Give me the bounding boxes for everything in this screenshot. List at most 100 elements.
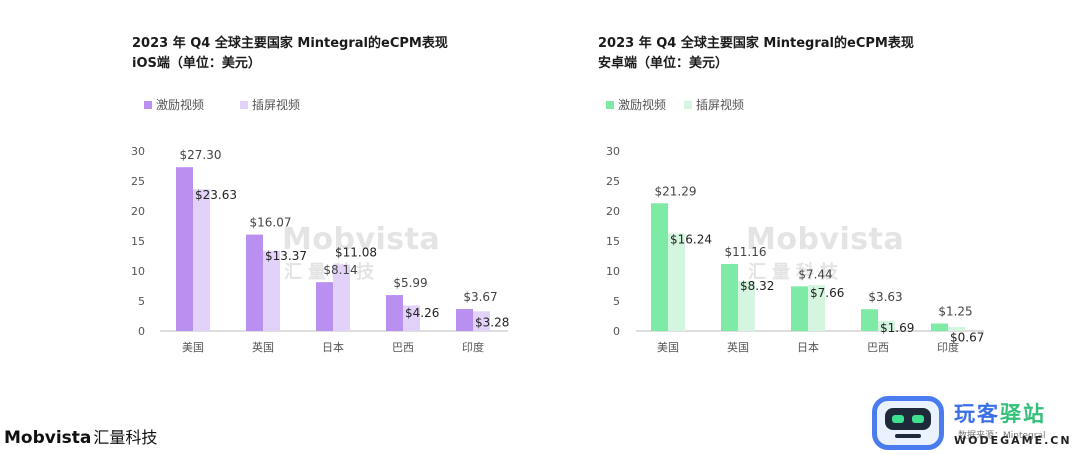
chart-title: 2023 年 Q4 全球主要国家 Mintegral的eCPM表现 xyxy=(132,36,448,51)
data-label: $4.26 xyxy=(405,306,439,320)
data-label: $21.29 xyxy=(655,184,697,198)
bar-interstitial xyxy=(263,250,280,331)
watermark-brand: Mobvista xyxy=(746,222,905,257)
chart-title: 2023 年 Q4 全球主要国家 Mintegral的eCPM表现 xyxy=(598,36,914,51)
x-tick-label: 巴西 xyxy=(392,341,414,354)
chart-subtitle: iOS端（单位：美元） xyxy=(132,56,261,71)
y-tick-label: 20 xyxy=(606,205,620,218)
robot-icon xyxy=(872,396,944,450)
x-tick-label: 英国 xyxy=(727,340,749,354)
x-tick-label: 英国 xyxy=(252,340,274,354)
bar-rewarded xyxy=(861,309,878,331)
bar-interstitial xyxy=(668,233,685,331)
legend-label: 激励视频 xyxy=(618,98,667,112)
data-label: $1.69 xyxy=(880,321,914,335)
y-tick-label: 30 xyxy=(131,145,145,158)
data-label: $23.63 xyxy=(195,188,237,202)
watermark-sub: 汇量科技 xyxy=(284,262,380,283)
brand-name-en: WODEGAME.CN xyxy=(954,434,1072,447)
data-label: $1.25 xyxy=(938,305,972,319)
data-label: $8.32 xyxy=(740,279,774,293)
legend-item-rewarded: 激励视频 xyxy=(606,96,666,113)
data-label: $7.44 xyxy=(798,267,832,281)
bar-interstitial xyxy=(808,285,825,331)
y-tick-label: 5 xyxy=(138,295,145,308)
legend-swatch xyxy=(144,101,152,109)
y-tick-label: 25 xyxy=(131,175,145,188)
chart-panel-android: 2023 年 Q4 全球主要国家 Mintegral的eCPM表现 安卓端（单位… xyxy=(540,0,1060,400)
logo-sub: 汇量科技 xyxy=(93,428,158,447)
y-tick-label: 20 xyxy=(131,205,145,218)
chart-panel-ios: 2023 年 Q4 全球主要国家 Mintegral的eCPM表现 iOS端（单… xyxy=(0,0,520,400)
robot-screen xyxy=(885,408,931,430)
data-label: $16.07 xyxy=(250,216,292,230)
y-tick-label: 10 xyxy=(131,265,145,278)
bar-interstitial xyxy=(193,189,210,331)
y-tick-label: 25 xyxy=(606,175,620,188)
legend-item-rewarded: 激励视频 xyxy=(144,96,204,113)
bar-rewarded xyxy=(651,203,668,331)
brand-name-cn: 玩客驿站 xyxy=(954,398,1046,428)
x-tick-label: 美国 xyxy=(657,341,679,354)
mobvista-logo: Mobvista 汇量科技 xyxy=(4,424,157,448)
bar-rewarded xyxy=(721,264,738,331)
x-tick-label: 日本 xyxy=(322,340,344,354)
bar-rewarded xyxy=(386,295,403,331)
legend-label: 激励视频 xyxy=(156,98,205,112)
x-tick-label: 印度 xyxy=(937,340,959,354)
y-tick-label: 30 xyxy=(606,145,620,158)
bar-interstitial xyxy=(948,326,965,331)
data-label: $5.99 xyxy=(393,276,427,290)
y-tick-label: 0 xyxy=(138,325,145,338)
brand-cn-part2: 驿站 xyxy=(1000,402,1046,426)
bar-rewarded xyxy=(246,234,263,331)
y-tick-label: 5 xyxy=(613,295,620,308)
bar-chart-android: 0 5 10 15 20 25 30 美国 $21.29 $16.24 英国 $11.16 $8.32 日… xyxy=(606,145,984,354)
legend-item-interstitial: 插屏视频 xyxy=(684,96,744,113)
bar-rewarded xyxy=(791,286,808,331)
watermark-brand: Mobvista xyxy=(282,222,441,257)
data-label: $8.14 xyxy=(323,263,357,277)
data-label: $3.63 xyxy=(868,290,902,304)
bar-interstitial xyxy=(403,305,420,331)
x-tick-label: 印度 xyxy=(462,340,484,354)
y-tick-label: 0 xyxy=(613,325,620,338)
x-tick-label: 日本 xyxy=(797,340,819,354)
brand-cn-part1: 玩客 xyxy=(954,402,1000,426)
bar-interstitial xyxy=(878,320,895,331)
bar-chart-ios: 0 5 10 15 20 25 30 美国 $27.30 $23.63 英国 $16.07 $13.37… xyxy=(131,145,509,354)
x-tick-label: 巴西 xyxy=(867,341,889,354)
data-label: $3.28 xyxy=(475,315,509,329)
bar-interstitial xyxy=(473,311,490,331)
data-label: $11.08 xyxy=(335,246,377,260)
legend-item-interstitial: 插屏视频 xyxy=(240,96,300,113)
data-label: $7.66 xyxy=(810,286,844,300)
data-label: $11.16 xyxy=(725,245,767,259)
legend-swatch xyxy=(240,101,248,109)
bar-rewarded xyxy=(176,167,193,331)
robot-mouth xyxy=(895,434,921,438)
bar-interstitial xyxy=(333,264,350,331)
x-tick-label: 美国 xyxy=(182,341,204,354)
legend-label: 插屏视频 xyxy=(252,98,301,112)
data-label: $16.24 xyxy=(670,233,712,247)
legend-label: 插屏视频 xyxy=(696,98,745,112)
bar-interstitial xyxy=(738,281,755,331)
bar-rewarded xyxy=(316,282,333,331)
legend-swatch xyxy=(684,101,692,109)
watermark-sub: 汇量科技 xyxy=(748,262,844,283)
logo-text: Mobvista xyxy=(4,428,92,448)
y-tick-label: 15 xyxy=(606,235,620,248)
bar-rewarded xyxy=(931,323,948,331)
robot-eye-right xyxy=(912,415,924,423)
legend-swatch xyxy=(606,101,614,109)
bar-rewarded xyxy=(456,308,473,331)
y-tick-label: 10 xyxy=(606,265,620,278)
data-label: $3.67 xyxy=(463,290,497,304)
source-note: 数据来源：Mintegral xyxy=(958,431,1046,441)
y-tick-label: 15 xyxy=(131,235,145,248)
chart-subtitle: 安卓端（单位：美元） xyxy=(598,56,729,71)
data-label: $0.67 xyxy=(950,331,984,345)
robot-eye-left xyxy=(892,415,904,423)
data-label: $27.30 xyxy=(180,148,222,162)
